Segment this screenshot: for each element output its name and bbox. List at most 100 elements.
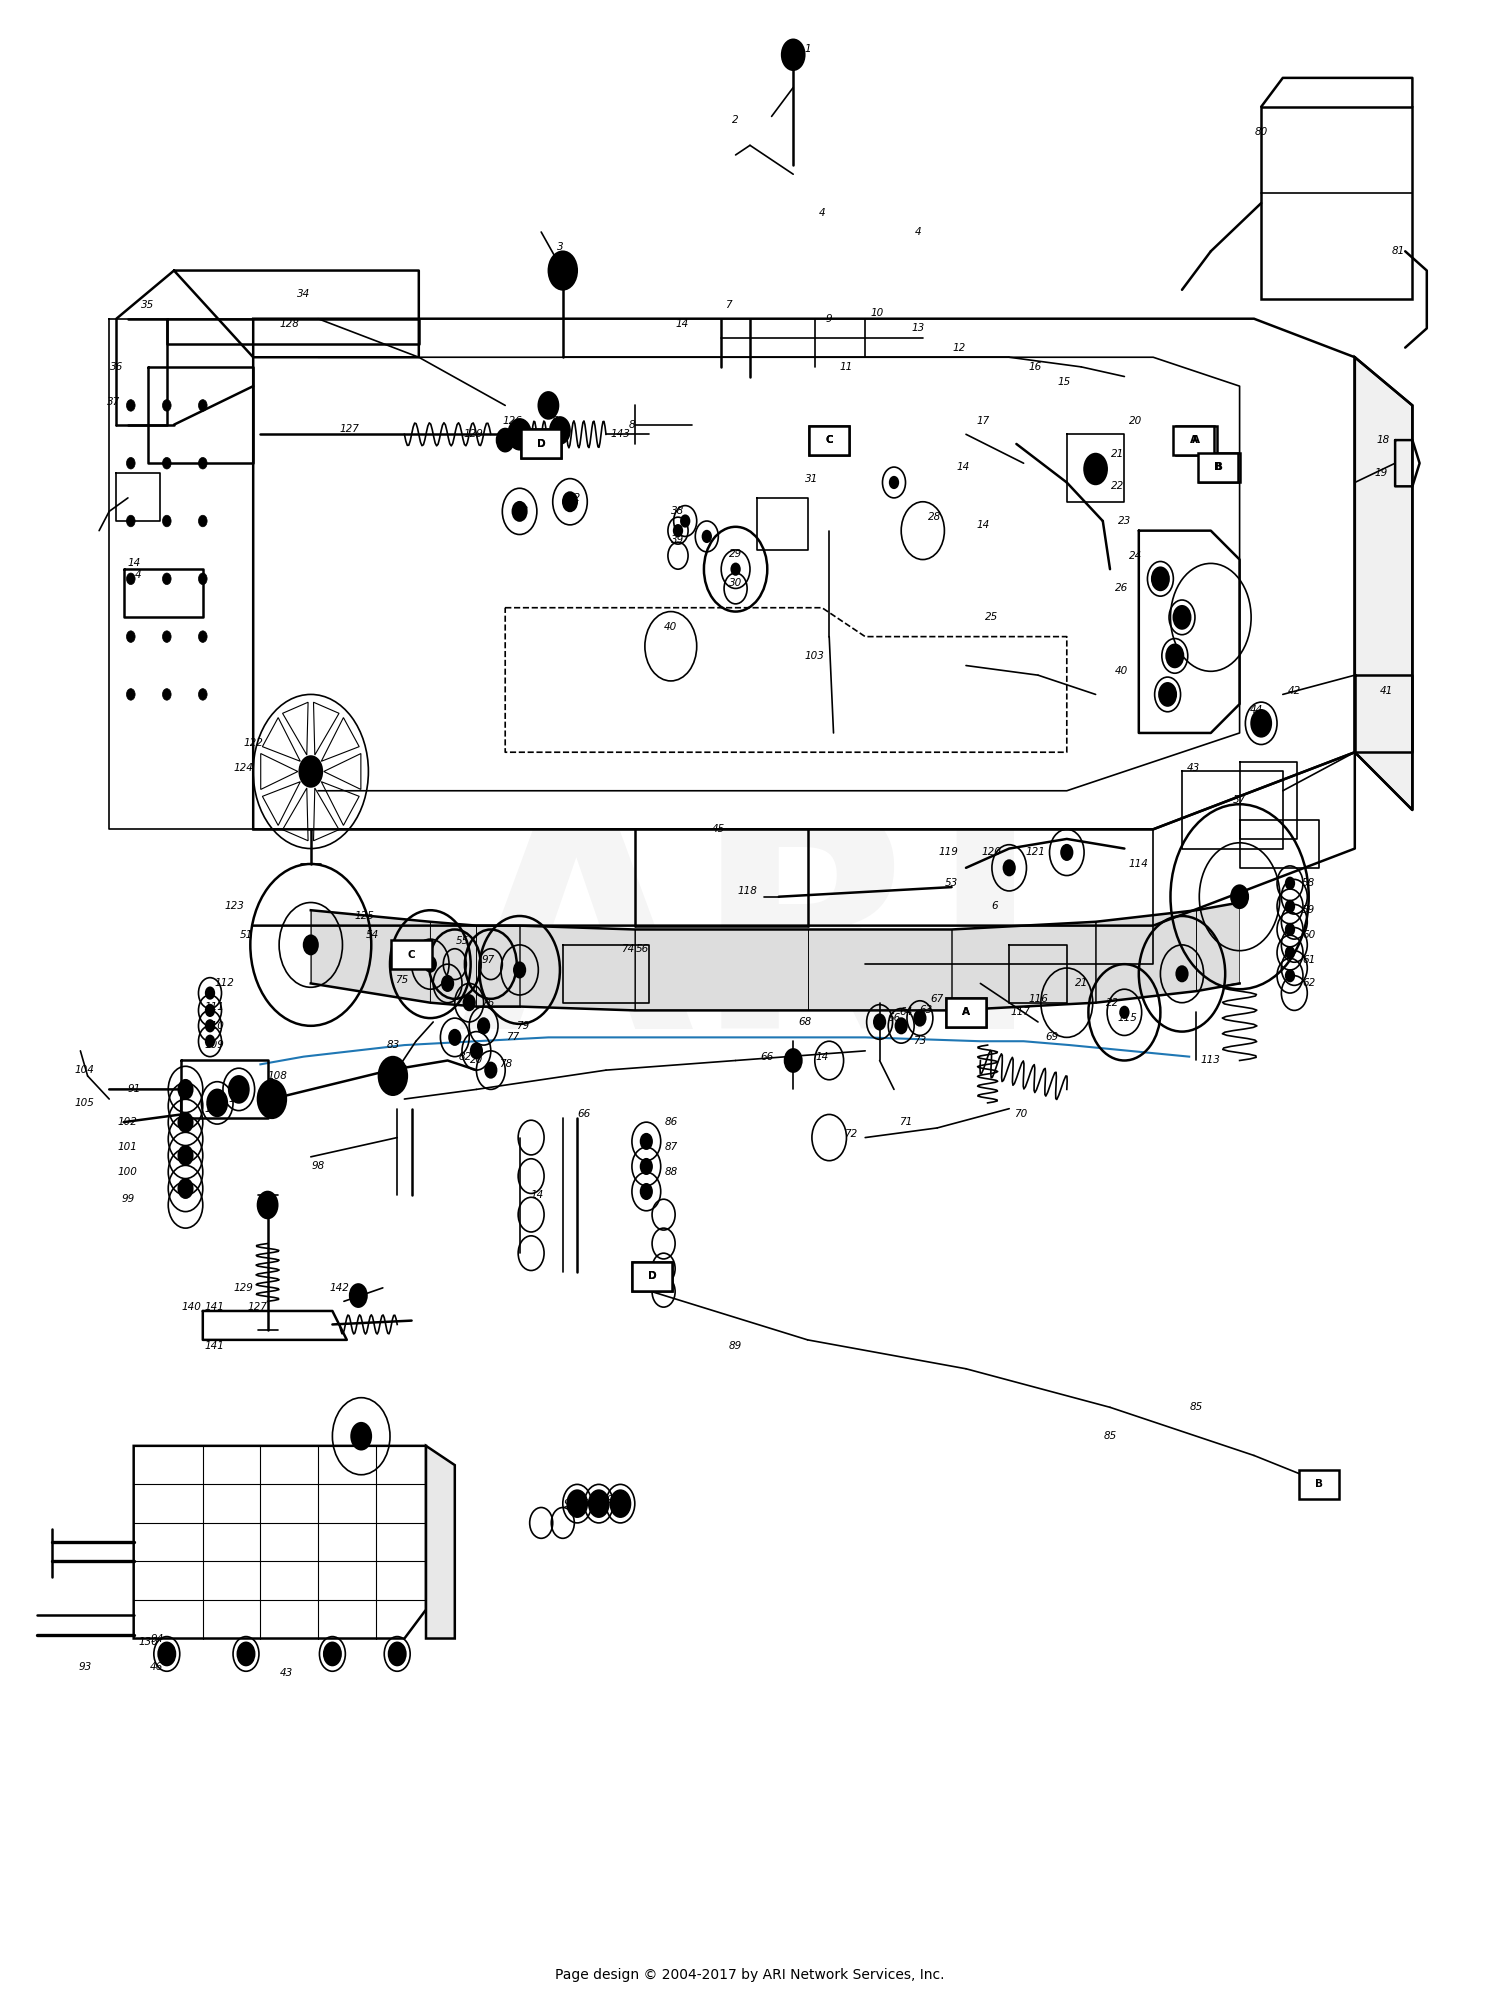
Text: 82: 82 — [459, 1052, 471, 1062]
Text: 69: 69 — [1046, 1032, 1059, 1042]
Text: 12: 12 — [952, 343, 966, 353]
Polygon shape — [282, 789, 308, 841]
Circle shape — [1173, 606, 1191, 628]
Circle shape — [126, 574, 135, 584]
Text: 6: 6 — [992, 901, 998, 911]
Circle shape — [126, 630, 135, 642]
Circle shape — [674, 526, 682, 536]
Text: 43: 43 — [279, 1668, 292, 1678]
Text: A: A — [1192, 436, 1200, 446]
Text: 58: 58 — [1302, 879, 1316, 889]
Circle shape — [162, 688, 171, 700]
Text: 36: 36 — [110, 361, 123, 371]
Polygon shape — [951, 921, 1095, 1010]
Text: D: D — [537, 440, 546, 450]
Text: 80: 80 — [1254, 126, 1268, 136]
Circle shape — [1176, 965, 1188, 981]
Text: 41: 41 — [1380, 686, 1394, 696]
Polygon shape — [254, 319, 1354, 829]
Text: 30: 30 — [729, 578, 742, 588]
Text: 56: 56 — [636, 943, 648, 953]
Circle shape — [162, 516, 171, 526]
Circle shape — [549, 251, 578, 289]
Circle shape — [874, 1014, 885, 1030]
FancyBboxPatch shape — [946, 997, 986, 1028]
Text: 74: 74 — [621, 943, 634, 953]
Text: 54: 54 — [366, 931, 380, 939]
Circle shape — [206, 1006, 214, 1016]
Circle shape — [198, 630, 207, 642]
Text: 83: 83 — [387, 1040, 399, 1050]
Text: 85: 85 — [1104, 1431, 1116, 1441]
Text: C: C — [825, 436, 833, 446]
Text: 29: 29 — [729, 548, 742, 558]
Text: 125: 125 — [354, 911, 374, 921]
Text: 13: 13 — [912, 323, 926, 333]
Circle shape — [350, 1284, 368, 1307]
Text: 32: 32 — [567, 494, 580, 504]
Text: 4: 4 — [135, 570, 141, 580]
Text: 57: 57 — [1233, 795, 1246, 805]
FancyBboxPatch shape — [392, 939, 432, 969]
Text: 9: 9 — [827, 313, 833, 323]
FancyBboxPatch shape — [520, 429, 561, 458]
Text: Page design © 2004-2017 by ARI Network Services, Inc.: Page design © 2004-2017 by ARI Network S… — [555, 1969, 945, 1981]
Circle shape — [198, 516, 207, 526]
Polygon shape — [261, 753, 299, 789]
Circle shape — [1286, 969, 1294, 981]
Text: 130: 130 — [138, 1638, 158, 1648]
Text: 39: 39 — [672, 536, 684, 546]
Text: 40: 40 — [664, 622, 678, 632]
Text: 111: 111 — [204, 1001, 225, 1012]
Polygon shape — [519, 925, 634, 1010]
Text: 20: 20 — [470, 1056, 483, 1066]
Text: 126: 126 — [503, 415, 522, 425]
FancyBboxPatch shape — [632, 1262, 672, 1291]
Circle shape — [610, 1489, 630, 1517]
Polygon shape — [134, 1445, 426, 1638]
Polygon shape — [1095, 911, 1197, 1004]
Text: 40: 40 — [1114, 666, 1128, 676]
Circle shape — [126, 688, 135, 700]
Text: 101: 101 — [118, 1142, 138, 1152]
Text: 91: 91 — [128, 1084, 141, 1094]
Text: 96: 96 — [413, 955, 426, 965]
Polygon shape — [634, 929, 807, 1010]
Text: 75: 75 — [394, 975, 408, 985]
Circle shape — [550, 417, 570, 444]
Text: 109: 109 — [204, 1040, 225, 1050]
Circle shape — [732, 564, 740, 574]
Circle shape — [1152, 568, 1168, 590]
FancyBboxPatch shape — [632, 1262, 672, 1291]
Circle shape — [126, 399, 135, 411]
Text: 70: 70 — [1014, 1110, 1028, 1120]
Circle shape — [640, 1158, 652, 1174]
Text: 61: 61 — [1302, 955, 1316, 965]
Text: 14: 14 — [675, 319, 688, 329]
Text: 97: 97 — [482, 955, 495, 965]
Text: 66: 66 — [888, 1014, 900, 1024]
Text: 98: 98 — [312, 1162, 324, 1172]
Circle shape — [640, 1184, 652, 1200]
Text: 129: 129 — [464, 429, 483, 440]
Text: 104: 104 — [75, 1066, 94, 1076]
Text: 105: 105 — [75, 1098, 94, 1108]
Text: 91: 91 — [564, 1499, 576, 1509]
Text: 84: 84 — [394, 1066, 408, 1076]
Text: 141: 141 — [204, 1341, 225, 1351]
Text: 77: 77 — [506, 1032, 519, 1042]
Text: 118: 118 — [736, 885, 758, 895]
Text: 14: 14 — [531, 1190, 543, 1200]
Text: 23: 23 — [1118, 516, 1131, 526]
Text: 103: 103 — [806, 650, 825, 660]
Text: 10: 10 — [870, 307, 883, 317]
Circle shape — [206, 1036, 214, 1048]
Text: 42: 42 — [1287, 686, 1300, 696]
Text: 66: 66 — [760, 1052, 774, 1062]
Text: 14: 14 — [128, 558, 141, 568]
Text: 142: 142 — [330, 1282, 350, 1293]
Text: C: C — [825, 436, 833, 446]
Circle shape — [158, 1642, 176, 1666]
Text: 127: 127 — [339, 423, 360, 434]
Text: 128: 128 — [279, 319, 298, 329]
